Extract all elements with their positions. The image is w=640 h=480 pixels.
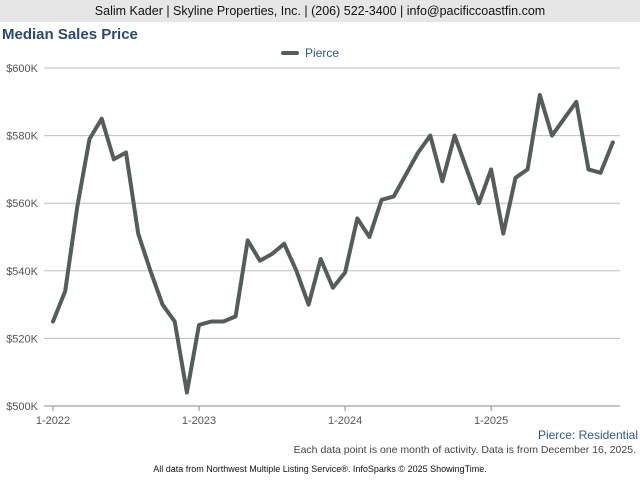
legend-label: Pierce [304,46,339,60]
grid-lines [44,67,620,407]
legend: Pierce [0,46,640,60]
data-source: All data from Northwest Multiple Listing… [153,464,487,474]
chart-title: Median Sales Price [2,26,138,43]
data-note: Each data point is one month of activity… [293,444,636,456]
region-label: Pierce: Residential [537,428,638,442]
x-tick-label: 1-2024 [328,415,362,427]
contact-text: Salim Kader | Skyline Properties, Inc. |… [94,4,546,18]
y-tick-label: $560K [6,198,38,210]
series-line-pierce [51,93,615,395]
series-layer [51,93,615,395]
x-tick-label: 1-2023 [182,415,216,427]
y-tick-label: $600K [6,63,38,75]
legend-line-swatch [280,51,299,55]
x-tick-label: 1-2025 [474,415,508,427]
x-tick-label: 1-2022 [36,415,70,427]
axis-ticks: $500K $520K $540K $560K $580K $600K 1-2022 1-20… [6,63,508,427]
y-tick-label: $500K [6,401,38,413]
y-tick-label: $520K [6,333,38,345]
y-tick-label: $540K [6,266,38,278]
contact-header: Salim Kader | Skyline Properties, Inc. |… [0,0,640,22]
y-tick-label: $580K [6,131,38,143]
